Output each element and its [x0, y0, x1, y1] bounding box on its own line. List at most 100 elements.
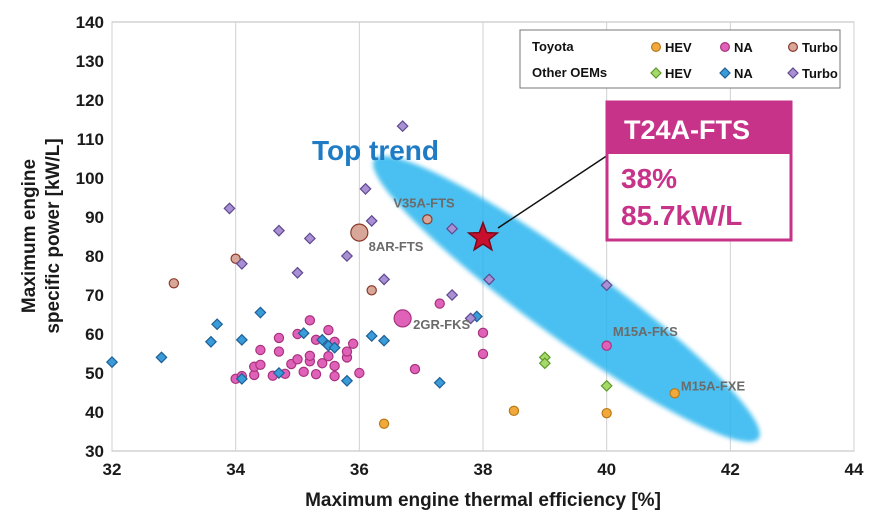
y-tick-70: 70	[85, 286, 104, 305]
engine-annotations: V35A-FTS 8AR-FTS 2GR-FKS M15A-FKS M15A-FXE	[369, 195, 746, 393]
legend-entries: HEV NA Turbo HEV NA Turbo	[650, 40, 838, 81]
legend: Toyota Other OEMs HEV NA Turbo HEV NA Turbo	[519, 29, 841, 89]
legend-marker-toyota-hev	[650, 41, 661, 52]
callout-title-background	[607, 102, 791, 154]
other-oems-turbo-point	[272, 224, 285, 237]
legend-label-toyota-hev: HEV	[665, 40, 692, 55]
annotation-2gr-fks: 2GR-FKS	[413, 317, 470, 332]
toyota-turbo-point	[230, 253, 241, 264]
other-oems-hev-point	[538, 357, 551, 370]
annotation-m15a-fks: M15A-FKS	[613, 324, 678, 339]
y-axis-label: Maximum engine specific power [kW/L]	[19, 138, 64, 333]
other-oems-turbo-point	[396, 120, 409, 133]
toyota-na-point	[434, 298, 445, 309]
toyota-na-point	[347, 338, 359, 349]
toyota-hev-point	[601, 407, 612, 419]
toyota-na-point	[409, 363, 421, 375]
toyota-na-point	[601, 340, 612, 351]
other-oems-turbo-point	[446, 222, 459, 235]
data-points	[105, 120, 680, 429]
other-oems-na-point	[235, 333, 248, 346]
callout-leader-line	[497, 154, 609, 229]
legend-marker-toyota-turbo	[787, 41, 798, 52]
trend-label: Top trend	[312, 135, 439, 166]
y-tick-110: 110	[77, 130, 104, 149]
x-tick-32: 32	[103, 460, 122, 479]
toyota-na-point	[329, 370, 340, 382]
toyota-na-point	[310, 368, 322, 380]
y-tick-40: 40	[85, 403, 104, 422]
toyota-na-point	[273, 346, 285, 357]
y-tick-100: 100	[76, 169, 104, 188]
x-tick-34: 34	[226, 460, 245, 479]
toyota-na-point	[354, 367, 365, 379]
toyota-na-point	[317, 358, 328, 369]
2gr-fks-marker	[393, 309, 412, 328]
other-oems-turbo-point	[446, 288, 459, 302]
toyota-na-point	[477, 327, 489, 339]
toyota-na-point	[304, 315, 316, 326]
legend-box	[519, 29, 841, 89]
y-tick-140: 140	[76, 13, 104, 32]
toyota-na-point	[273, 332, 285, 344]
other-oems-na-point	[254, 306, 267, 319]
other-oems-turbo-point	[223, 202, 236, 215]
legend-marker-other-oems-hev	[650, 67, 662, 79]
other-oems-turbo-point	[600, 279, 613, 292]
other-oems-na-point	[155, 351, 168, 364]
toyota-turbo-point	[366, 285, 377, 296]
other-oems-na-point	[235, 372, 248, 385]
toyota-na-point	[255, 344, 266, 356]
y-tick-130: 130	[76, 52, 104, 71]
other-oems-turbo-point	[365, 214, 378, 227]
8ar-fts-marker	[350, 223, 369, 242]
y-tick-50: 50	[85, 364, 104, 383]
legend-group-toyota: Toyota	[532, 39, 574, 54]
other-oems-turbo-point	[340, 249, 354, 263]
highlighted-engines	[350, 220, 500, 328]
y-tick-80: 80	[85, 247, 104, 266]
legend-label-other-oems-hev: HEV	[665, 66, 692, 81]
y-tick-labels: 30 40 50 60 70 80 90 100 110 120 130 140	[76, 13, 104, 461]
toyota-turbo-point	[168, 278, 180, 289]
y-axis-label-line-1: Maximum engine	[19, 159, 40, 313]
toyota-na-point	[329, 360, 340, 372]
toyota-na-point	[304, 350, 316, 362]
other-oems-na-point	[297, 327, 310, 340]
other-oems-turbo-point	[464, 312, 477, 325]
other-oems-na-point	[340, 374, 354, 387]
annotation-m15a-fxe: M15A-FXE	[681, 379, 746, 394]
toyota-na-point	[323, 324, 334, 336]
other-oems-na-point	[211, 318, 224, 331]
other-oems-turbo-point	[378, 273, 391, 286]
legend-label-other-oems-turbo: Turbo	[802, 66, 838, 81]
legend-marker-other-oems-turbo	[787, 67, 799, 79]
callout-efficiency: 38%	[621, 163, 677, 194]
toyota-na-point	[341, 346, 353, 357]
other-oems-na-point	[316, 333, 329, 346]
other-oems-na-point	[272, 366, 285, 380]
y-tick-60: 60	[85, 325, 104, 344]
toyota-na-point	[298, 366, 309, 378]
other-oems-hev-point	[600, 379, 613, 392]
other-oems-na-point	[328, 341, 341, 354]
other-oems-turbo-point	[483, 273, 496, 286]
toyota-turbo-point	[422, 214, 433, 225]
callout-title: T24A-FTS	[624, 115, 750, 145]
other-oems-na-point	[105, 356, 119, 369]
toyota-na-point	[292, 354, 303, 365]
toyota-hev-point	[378, 418, 390, 429]
top-trend-band	[373, 155, 760, 442]
other-oems-na-point	[433, 376, 446, 389]
other-oems-turbo-point	[359, 182, 372, 195]
x-axis-label: Maximum engine thermal efficiency [%]	[305, 490, 661, 511]
other-oems-na-point	[378, 334, 391, 347]
x-tick-42: 42	[721, 460, 740, 479]
y-tick-120: 120	[76, 91, 104, 110]
legend-marker-toyota-na	[719, 41, 730, 52]
trend-band	[373, 155, 760, 442]
callout-power: 85.7kW/L	[621, 200, 742, 231]
x-tick-38: 38	[474, 460, 493, 479]
toyota-na-point	[323, 351, 334, 362]
